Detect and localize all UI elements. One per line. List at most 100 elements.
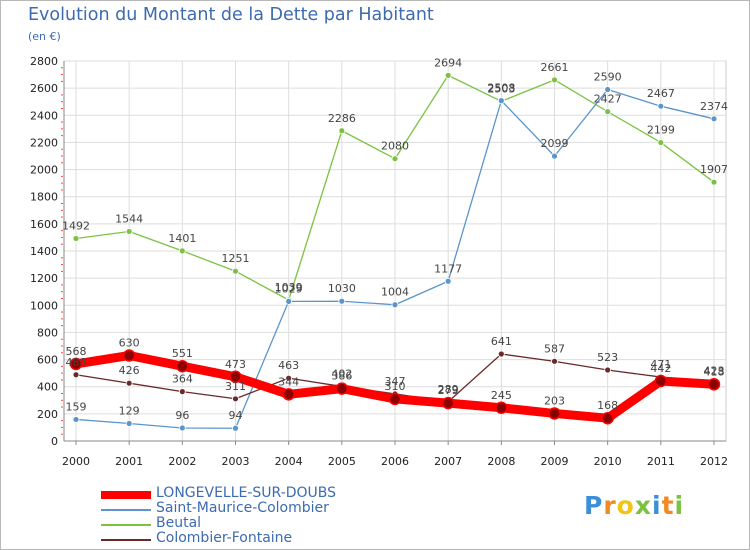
data-point xyxy=(282,388,295,401)
data-point xyxy=(178,388,186,396)
y-minor-tick xyxy=(61,148,63,150)
x-tick-label: 2009 xyxy=(541,455,569,468)
data-point xyxy=(125,420,133,427)
data-label: 523 xyxy=(597,351,618,364)
data-label: 2199 xyxy=(647,124,675,137)
data-label: 2427 xyxy=(594,93,622,106)
data-label: 488 xyxy=(66,356,87,369)
x-tick-label: 2000 xyxy=(62,455,90,468)
logo-letter: P xyxy=(584,491,604,520)
x-tick-label: 2004 xyxy=(275,455,303,468)
legend-label: LONGEVELLE-SUR-DOUBS xyxy=(156,485,337,501)
data-label: 347 xyxy=(385,375,406,388)
y-minor-tick xyxy=(61,121,63,123)
y-minor-tick xyxy=(61,189,63,191)
data-label: 2467 xyxy=(647,87,675,100)
data-label: 1029 xyxy=(275,282,303,295)
data-label: 2694 xyxy=(434,56,462,69)
data-label: 423 xyxy=(704,365,725,378)
data-point xyxy=(176,359,189,373)
y-minor-tick xyxy=(61,74,63,76)
data-point xyxy=(604,86,612,93)
data-point xyxy=(285,297,293,305)
data-label: 2080 xyxy=(381,140,409,153)
legend-swatch xyxy=(101,539,151,541)
data-point xyxy=(604,366,612,374)
data-point xyxy=(551,152,558,160)
data-label: 630 xyxy=(119,337,140,350)
data-label: 418 xyxy=(704,365,725,378)
data-point xyxy=(72,235,80,242)
y-minor-tick xyxy=(61,80,63,82)
data-label: 587 xyxy=(544,342,565,355)
data-label: 310 xyxy=(385,380,406,393)
data-point xyxy=(338,297,346,305)
y-minor-tick xyxy=(61,257,63,259)
data-point xyxy=(125,379,133,387)
data-point xyxy=(125,228,133,235)
data-point xyxy=(601,411,614,425)
data-label: 442 xyxy=(650,362,671,375)
y-minor-tick xyxy=(61,311,63,313)
y-minor-tick xyxy=(61,433,63,435)
data-label: 364 xyxy=(172,373,193,386)
data-label: 1907 xyxy=(700,163,728,176)
data-point xyxy=(444,277,452,285)
legend-label: Colombier-Fontaine xyxy=(156,530,293,546)
proxiti-logo: Proxiti xyxy=(584,491,684,520)
grid-layer xyxy=(63,60,727,442)
y-tick-label: 200 xyxy=(37,408,58,421)
data-label: 1544 xyxy=(115,212,143,225)
data-point xyxy=(497,350,505,358)
x-tick-label: 2005 xyxy=(328,455,356,468)
y-tick-label: 2800 xyxy=(30,55,58,68)
data-label: 471 xyxy=(650,358,671,371)
y-minor-tick xyxy=(61,108,63,109)
data-label: 2374 xyxy=(700,100,728,113)
y-minor-tick xyxy=(61,209,63,211)
logo-letter: o xyxy=(616,491,635,520)
data-label: 1401 xyxy=(168,232,196,245)
data-label: 94 xyxy=(229,409,243,422)
y-tick-label: 1600 xyxy=(30,218,58,231)
y-minor-tick xyxy=(61,270,63,272)
data-point xyxy=(444,71,452,79)
data-label: 344 xyxy=(278,375,299,388)
data-label: 1177 xyxy=(434,262,462,275)
y-tick-label: 400 xyxy=(37,381,58,394)
y-minor-tick xyxy=(61,345,63,347)
data-label: 129 xyxy=(119,404,140,417)
x-tick-label: 2012 xyxy=(700,455,728,468)
data-point xyxy=(441,396,455,410)
data-point xyxy=(391,301,399,309)
data-label: 2503 xyxy=(487,82,515,95)
y-minor-tick xyxy=(61,291,63,293)
y-minor-tick xyxy=(61,318,63,320)
y-tick-label: 1000 xyxy=(30,299,58,312)
y-tick-label: 1200 xyxy=(30,272,58,285)
y-minor-tick xyxy=(61,406,63,408)
y-minor-tick xyxy=(61,243,63,245)
y-minor-tick xyxy=(61,175,63,177)
data-label: 1492 xyxy=(62,220,90,233)
data-point xyxy=(229,370,242,384)
legend-swatch xyxy=(101,509,151,511)
y-minor-tick xyxy=(61,399,63,401)
legend-label: Saint-Maurice-Colombier xyxy=(156,500,329,516)
data-point xyxy=(548,407,561,420)
data-label: 289 xyxy=(438,383,459,396)
y-minor-tick xyxy=(61,420,63,422)
data-point xyxy=(178,247,186,255)
legend-swatch xyxy=(101,491,151,499)
y-minor-tick xyxy=(61,426,63,428)
data-point xyxy=(710,115,718,123)
logo-letter: t xyxy=(661,491,675,520)
y-minor-tick xyxy=(61,264,63,266)
x-tick-label: 2003 xyxy=(222,455,250,468)
data-label: 2590 xyxy=(594,71,622,84)
y-tick-label: 2200 xyxy=(30,136,58,149)
data-point xyxy=(707,378,721,391)
y-minor-tick xyxy=(61,393,63,394)
data-point xyxy=(388,392,402,406)
